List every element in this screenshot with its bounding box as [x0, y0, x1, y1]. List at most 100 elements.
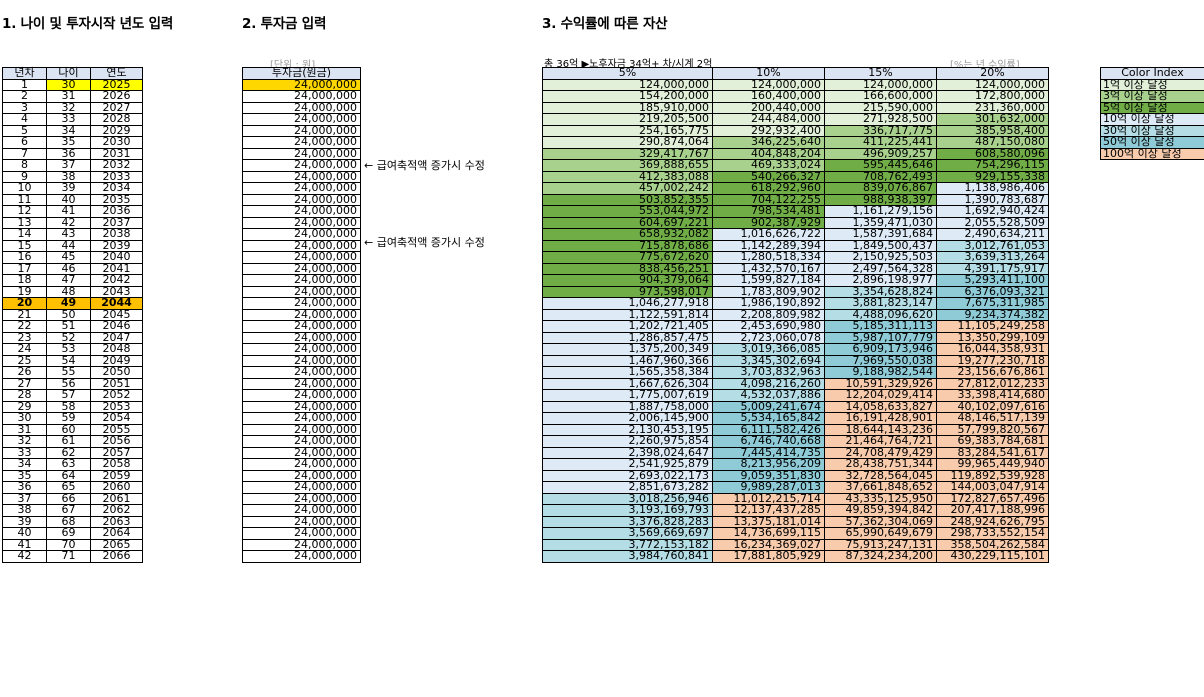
invest-amount-cell[interactable]: 24,000,000 [242, 170, 361, 183]
age-cell: 51 [46, 320, 91, 333]
asset-cell-rate-10: 2,723,060,078 [712, 331, 825, 344]
table-row: 1 30 2025 [2, 78, 143, 91]
asset-cell-rate-10: 14,736,699,115 [712, 527, 825, 540]
invest-amount-cell[interactable]: 24,000,000 [242, 504, 361, 517]
year-index-cell: 10 [2, 182, 47, 195]
table-row: 3,569,669,697 14,736,699,115 65,990,649,67… [542, 527, 1049, 540]
rate-note: [%는 년 수익률] [950, 60, 1020, 71]
invest-amount-cell[interactable]: 24,000,000 [242, 228, 361, 241]
invest-amount-cell[interactable]: 24,000,000 [242, 262, 361, 275]
asset-cell-rate-5: 1,202,721,405 [542, 320, 713, 333]
table-row: 24,000,000 [242, 435, 361, 448]
year-cell: 2066 [90, 550, 143, 563]
invest-amount-cell[interactable]: 24,000,000 [242, 90, 361, 103]
invest-amount-cell[interactable]: 24,000,000 [242, 354, 361, 367]
year-cell: 2055 [90, 423, 143, 436]
asset-cell-rate-10: 7,445,414,735 [712, 446, 825, 459]
asset-cell-rate-5: 1,122,591,814 [542, 308, 713, 321]
invest-amount-cell[interactable]: 24,000,000 [242, 147, 361, 160]
asset-cell-rate-15: 595,445,646 [824, 159, 937, 172]
invest-amount-cell[interactable]: 24,000,000 [242, 515, 361, 528]
asset-cell-rate-20: 144,003,047,914 [936, 481, 1049, 494]
asset-cell-rate-10: 6,746,740,668 [712, 435, 825, 448]
table-row: 329,417,767 404,848,204 496,909,257 608,580… [542, 147, 1049, 160]
invest-amount-cell[interactable]: 24,000,000 [242, 492, 361, 505]
table-row: 24,000,000 [242, 550, 361, 563]
invest-amount-cell[interactable]: 24,000,000 [242, 366, 361, 379]
invest-amount-cell[interactable]: 24,000,000 [242, 320, 361, 333]
asset-cell-rate-5: 1,775,007,619 [542, 389, 713, 402]
invest-amount-cell[interactable]: 24,000,000 [242, 389, 361, 402]
invest-amount-cell[interactable]: 24,000,000 [242, 193, 361, 206]
invest-amount-cell[interactable]: 24,000,000 [242, 481, 361, 494]
age-cell[interactable]: 30 [46, 78, 91, 91]
table-row: 3 32 2027 [2, 101, 143, 114]
year-index-cell: 2 [2, 90, 47, 103]
invest-amount-cell[interactable]: 24,000,000 [242, 78, 361, 91]
color-legend: Color Index 1억 이상 달성 3억 이상 달성 5억 이상 달성 10억 … [1100, 67, 1204, 160]
invest-amount-cell[interactable]: 24,000,000 [242, 205, 361, 218]
table-row: 8 37 2032 [2, 159, 143, 172]
invest-amount-cell[interactable]: 24,000,000 [242, 124, 361, 137]
asset-cell-rate-15: 4,488,096,620 [824, 308, 937, 321]
invest-amount-cell[interactable]: 24,000,000 [242, 308, 361, 321]
table-row: 24,000,000 [242, 193, 361, 206]
asset-cell-rate-15: 49,859,394,842 [824, 504, 937, 517]
invest-amount-cell[interactable]: 24,000,000 [242, 550, 361, 563]
asset-cell-rate-15: 57,362,304,069 [824, 515, 937, 528]
invest-amount-cell[interactable]: 24,000,000 [242, 182, 361, 195]
table-row: 715,878,686 1,142,289,394 1,849,500,437 3,0… [542, 239, 1049, 252]
asset-cell-rate-15: 708,762,493 [824, 170, 937, 183]
invest-amount-cell[interactable]: 24,000,000 [242, 538, 361, 551]
invest-amount-cell[interactable]: 24,000,000 [242, 113, 361, 126]
section2-title: 2. 투자금 입력 [242, 16, 327, 32]
asset-cell-rate-5: 2,260,975,854 [542, 435, 713, 448]
asset-cell-rate-20: 172,800,000 [936, 90, 1049, 103]
table-row: 369,888,655 469,333,024 595,445,646 754,296… [542, 159, 1049, 172]
invest-amount-cell[interactable]: 24,000,000 [242, 251, 361, 264]
invest-amount-cell[interactable]: 24,000,000 [242, 216, 361, 229]
table-row: 24,000,000 [242, 527, 361, 540]
summary-label: 총 36억 ▶노후자금 34억+ 차/시계 2억 [544, 59, 713, 70]
table-row: 3억 이상 달성 [1100, 90, 1204, 103]
invest-amount-cell[interactable]: 24,000,000 [242, 101, 361, 114]
asset-cell-rate-20: 3,012,761,053 [936, 239, 1049, 252]
invest-amount-cell[interactable]: 24,000,000 [242, 297, 361, 310]
asset-cell-rate-10: 1,986,190,892 [712, 297, 825, 310]
invest-amount-cell[interactable]: 24,000,000 [242, 159, 361, 172]
asset-cell-rate-20: 83,284,541,617 [936, 446, 1049, 459]
invest-amount-cell[interactable]: 24,000,000 [242, 423, 361, 436]
table-row: 38 67 2062 [2, 504, 143, 517]
invest-amount-cell[interactable]: 24,000,000 [242, 377, 361, 390]
year-cell: 2065 [90, 538, 143, 551]
invest-amount-cell[interactable]: 24,000,000 [242, 136, 361, 149]
invest-amount-cell[interactable]: 24,000,000 [242, 412, 361, 425]
invest-amount-cell[interactable]: 24,000,000 [242, 274, 361, 287]
invest-amount-cell[interactable]: 24,000,000 [242, 331, 361, 344]
invest-amount-cell[interactable]: 24,000,000 [242, 239, 361, 252]
table-row: 24,000,000 [242, 366, 361, 379]
invest-amount-cell[interactable]: 24,000,000 [242, 343, 361, 356]
table-row: 1,286,857,475 2,723,060,078 5,987,107,779 1… [542, 331, 1049, 344]
invest-amount-cell[interactable]: 24,000,000 [242, 458, 361, 471]
asset-cell-rate-10: 9,989,287,013 [712, 481, 825, 494]
asset-cell-rate-5: 254,165,775 [542, 124, 713, 137]
invest-amount-cell[interactable]: 24,000,000 [242, 285, 361, 298]
year-cell[interactable]: 2025 [90, 78, 143, 91]
invest-amount-cell[interactable]: 24,000,000 [242, 446, 361, 459]
asset-cell-rate-5: 3,376,828,283 [542, 515, 713, 528]
table-row: 23 52 2047 [2, 331, 143, 344]
invest-amount-cell[interactable]: 24,000,000 [242, 435, 361, 448]
asset-cell-rate-10: 17,881,805,929 [712, 550, 825, 563]
invest-amount-cell[interactable]: 24,000,000 [242, 527, 361, 540]
asset-cell-rate-5: 412,383,088 [542, 170, 713, 183]
age-cell: 43 [46, 228, 91, 241]
asset-cell-rate-20: 248,924,626,795 [936, 515, 1049, 528]
asset-cell-rate-20: 231,360,000 [936, 101, 1049, 114]
invest-amount-cell[interactable]: 24,000,000 [242, 400, 361, 413]
year-index-cell: 16 [2, 251, 47, 264]
legend-item: 5억 이상 달성 [1100, 101, 1204, 114]
year-index-cell: 22 [2, 320, 47, 333]
invest-amount-cell[interactable]: 24,000,000 [242, 469, 361, 482]
age-cell: 67 [46, 504, 91, 517]
